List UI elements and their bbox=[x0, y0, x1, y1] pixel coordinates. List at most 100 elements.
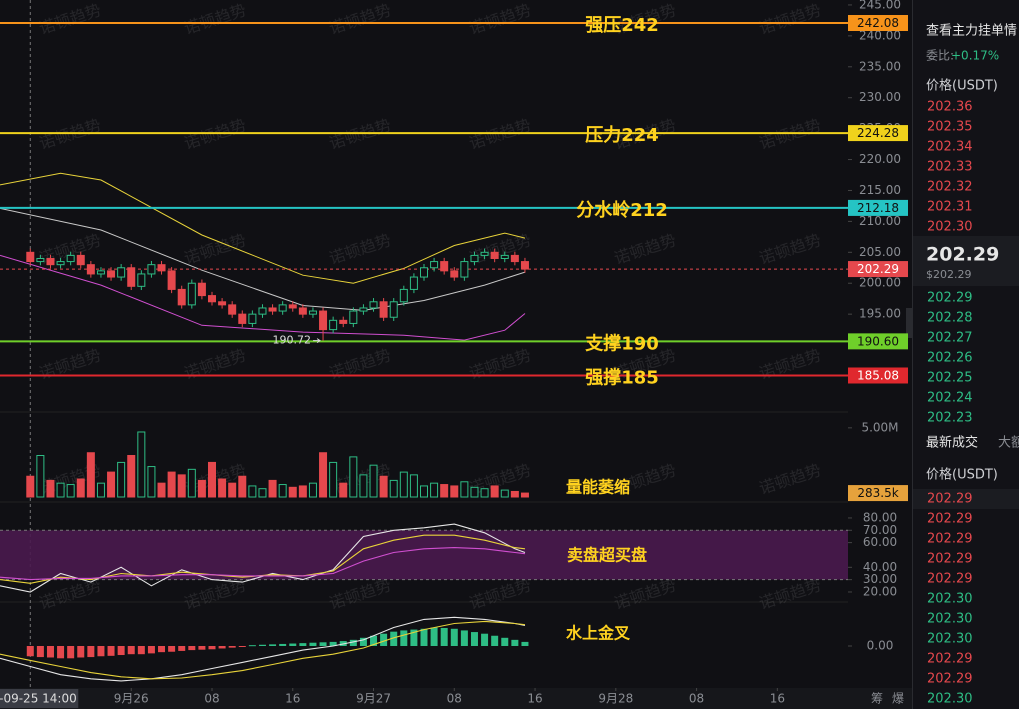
candle-body bbox=[278, 304, 287, 312]
bid-price: 202.28 bbox=[927, 311, 973, 326]
volume-bar bbox=[490, 485, 499, 498]
ask-price: 202.31 bbox=[927, 200, 973, 215]
trade-highlight bbox=[913, 489, 1019, 509]
candle-body bbox=[288, 304, 297, 309]
candle-body bbox=[440, 261, 449, 272]
price-tag-label: 224.28 bbox=[857, 126, 899, 140]
volume-bar bbox=[389, 479, 398, 498]
volume-bar bbox=[248, 485, 257, 498]
indicator-line bbox=[0, 207, 526, 311]
macd-bar bbox=[511, 639, 519, 646]
candle-body bbox=[137, 273, 146, 287]
macd-bar bbox=[481, 633, 489, 646]
macd-bar bbox=[319, 642, 327, 646]
candle-body bbox=[157, 264, 166, 272]
y-tick-label: 210.00 bbox=[859, 214, 901, 228]
volume-bar bbox=[228, 482, 237, 498]
macd-bar bbox=[198, 646, 206, 650]
trade-price: 202.30 bbox=[927, 592, 973, 607]
indicator-line bbox=[0, 534, 526, 584]
trades-tab[interactable]: 最新成交 bbox=[926, 435, 978, 451]
volume-bar bbox=[460, 481, 469, 498]
x-tick-label: 9月27 bbox=[356, 692, 391, 706]
macd-bar bbox=[238, 646, 246, 647]
volume-bar bbox=[409, 474, 418, 498]
y-tick-label: 200.00 bbox=[859, 276, 901, 290]
candle-body bbox=[248, 313, 257, 324]
order-book-title[interactable]: 查看主力挂单情 bbox=[926, 23, 1017, 39]
trade-price: 202.30 bbox=[927, 692, 973, 707]
volume-bar bbox=[349, 456, 358, 498]
macd-bar bbox=[269, 644, 277, 646]
trade-price: 202.29 bbox=[927, 672, 973, 687]
y-tick-label: 5.00M bbox=[861, 420, 898, 434]
candle-body bbox=[430, 261, 439, 269]
candle-body bbox=[420, 267, 428, 278]
last-price: 202.29 bbox=[926, 244, 999, 266]
price-tag-label: 283.5k bbox=[857, 486, 898, 500]
volume-bar bbox=[298, 485, 307, 498]
volume-bar bbox=[127, 455, 136, 498]
ask-price: 202.35 bbox=[927, 120, 973, 135]
candle-body bbox=[268, 307, 277, 312]
macd-bar bbox=[410, 629, 418, 646]
candle-body bbox=[349, 310, 358, 324]
price-tag bbox=[848, 125, 908, 142]
candle-body bbox=[56, 261, 65, 266]
volume-bar bbox=[157, 482, 166, 498]
y-tick-label: 220.00 bbox=[859, 152, 901, 166]
corner-button[interactable]: 爆 bbox=[892, 692, 904, 706]
collapse-handle[interactable] bbox=[906, 308, 913, 338]
volume-bar bbox=[258, 488, 267, 498]
volume-bar bbox=[450, 485, 459, 498]
candle-body bbox=[460, 261, 469, 278]
pane-annotation: 卖盘超买盘 bbox=[567, 546, 647, 565]
side-panel bbox=[913, 0, 1019, 709]
x-tick-label: 16 bbox=[285, 692, 300, 706]
volume-bar bbox=[197, 479, 206, 498]
candle-body bbox=[76, 254, 85, 266]
candle-body bbox=[480, 251, 489, 256]
trade-price: 202.29 bbox=[927, 532, 973, 547]
y-tick-label: 245.00 bbox=[859, 0, 901, 11]
low-arrow bbox=[313, 338, 321, 344]
indicator-line bbox=[0, 254, 526, 341]
macd-bar bbox=[77, 646, 85, 658]
y-tick-label: 235.00 bbox=[859, 59, 901, 73]
volume-bar bbox=[420, 485, 428, 498]
volume-bar bbox=[36, 455, 45, 498]
volume-bar bbox=[319, 452, 328, 498]
crosshair-label: 25-09-25 14:00 bbox=[0, 692, 77, 706]
x-tick-label: 16 bbox=[527, 692, 542, 706]
volume-bar bbox=[167, 471, 176, 498]
bid-price: 202.24 bbox=[927, 391, 973, 406]
ratio-value: +0.17% bbox=[951, 49, 999, 63]
macd-bar bbox=[26, 646, 34, 657]
ask-price: 202.36 bbox=[927, 100, 973, 115]
candle-body bbox=[218, 301, 227, 306]
trades-tab[interactable]: 大额 bbox=[998, 436, 1019, 451]
y-tick-label: 0.00 bbox=[867, 639, 894, 653]
macd-bar bbox=[470, 632, 478, 646]
price-tag bbox=[848, 261, 908, 278]
volume-bar bbox=[278, 484, 287, 498]
candle-body bbox=[298, 307, 307, 315]
volume-bar bbox=[107, 471, 116, 498]
y-tick-label: 240.00 bbox=[859, 28, 901, 42]
candle-body bbox=[329, 319, 338, 331]
macd-bar bbox=[178, 646, 186, 651]
candle-body bbox=[96, 270, 105, 275]
candle-body bbox=[208, 295, 216, 303]
candle-body bbox=[379, 301, 388, 318]
volume-bar bbox=[96, 482, 105, 498]
corner-button[interactable]: 筹 bbox=[871, 692, 883, 706]
macd-bar bbox=[208, 646, 216, 650]
candle-body bbox=[369, 301, 378, 309]
trades-header: 价格(USDT) bbox=[926, 467, 998, 483]
volume-bar bbox=[359, 474, 368, 498]
candle-body bbox=[107, 270, 116, 278]
x-tick-label: 08 bbox=[689, 692, 704, 706]
macd-bar bbox=[67, 646, 75, 659]
ask-price: 202.32 bbox=[927, 180, 973, 195]
